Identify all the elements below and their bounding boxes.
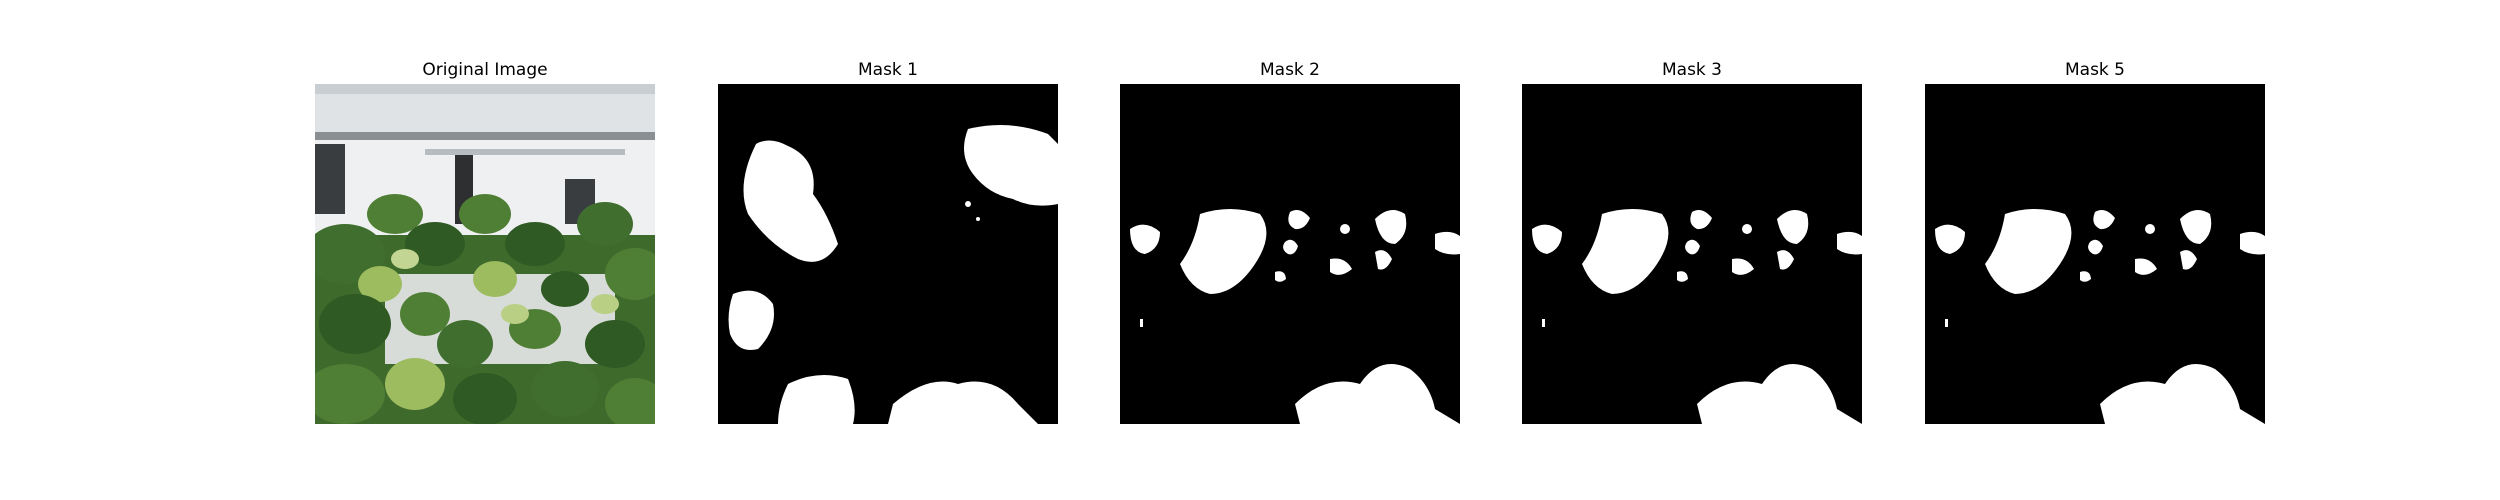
panel-title: Mask 5 xyxy=(2064,60,2125,80)
panel-mask-5: Mask 5 xyxy=(1925,58,2265,428)
panel-mask-1: Mask 1 xyxy=(718,58,1058,428)
panel-original-image: Original Image xyxy=(315,58,655,428)
mask-5-image xyxy=(1925,84,2265,424)
panel-title: Mask 1 xyxy=(857,60,918,80)
original-plant-photo xyxy=(315,84,655,424)
mask-1-image xyxy=(718,84,1058,424)
panel-mask-3: Mask 3 xyxy=(1522,58,1862,428)
original-image xyxy=(315,84,655,424)
mask-3-plot xyxy=(1522,84,1862,424)
mask-2-plot xyxy=(1120,84,1460,424)
mask-3-image xyxy=(1522,84,1862,424)
panel-title: Mask 3 xyxy=(1661,60,1722,80)
panel-mask-2: Mask 2 xyxy=(1120,58,1460,428)
mask-1-plot xyxy=(718,84,1058,424)
mask-2-image xyxy=(1120,84,1460,424)
mask-5-plot xyxy=(1925,84,2265,424)
panel-title: Original Image xyxy=(422,60,548,80)
panel-title: Mask 2 xyxy=(1259,60,1320,80)
